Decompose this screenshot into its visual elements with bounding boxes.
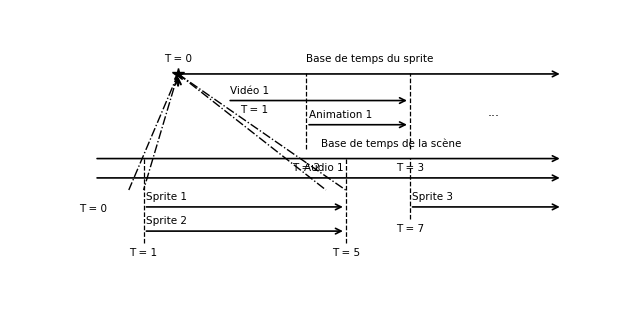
Text: Sprite 2: Sprite 2	[146, 216, 187, 226]
Text: T = 2: T = 2	[292, 163, 321, 173]
Text: T = 0: T = 0	[80, 204, 107, 214]
Text: T = 1: T = 1	[130, 248, 158, 258]
Text: T = 1: T = 1	[240, 106, 268, 115]
Text: T = 3: T = 3	[396, 163, 424, 173]
Text: Audio 1: Audio 1	[304, 163, 343, 173]
Text: T = 5: T = 5	[331, 248, 360, 258]
Text: T = 0: T = 0	[164, 54, 192, 64]
Text: Sprite 1: Sprite 1	[146, 192, 187, 202]
Text: Base de temps du sprite: Base de temps du sprite	[307, 54, 434, 64]
Text: T = 7: T = 7	[396, 224, 424, 234]
Text: Sprite 3: Sprite 3	[412, 192, 453, 202]
Text: Animation 1: Animation 1	[308, 110, 372, 120]
Text: ...: ...	[488, 106, 499, 119]
Text: Base de temps de la scène: Base de temps de la scène	[321, 138, 461, 149]
Text: Vidéo 1: Vidéo 1	[230, 86, 269, 96]
